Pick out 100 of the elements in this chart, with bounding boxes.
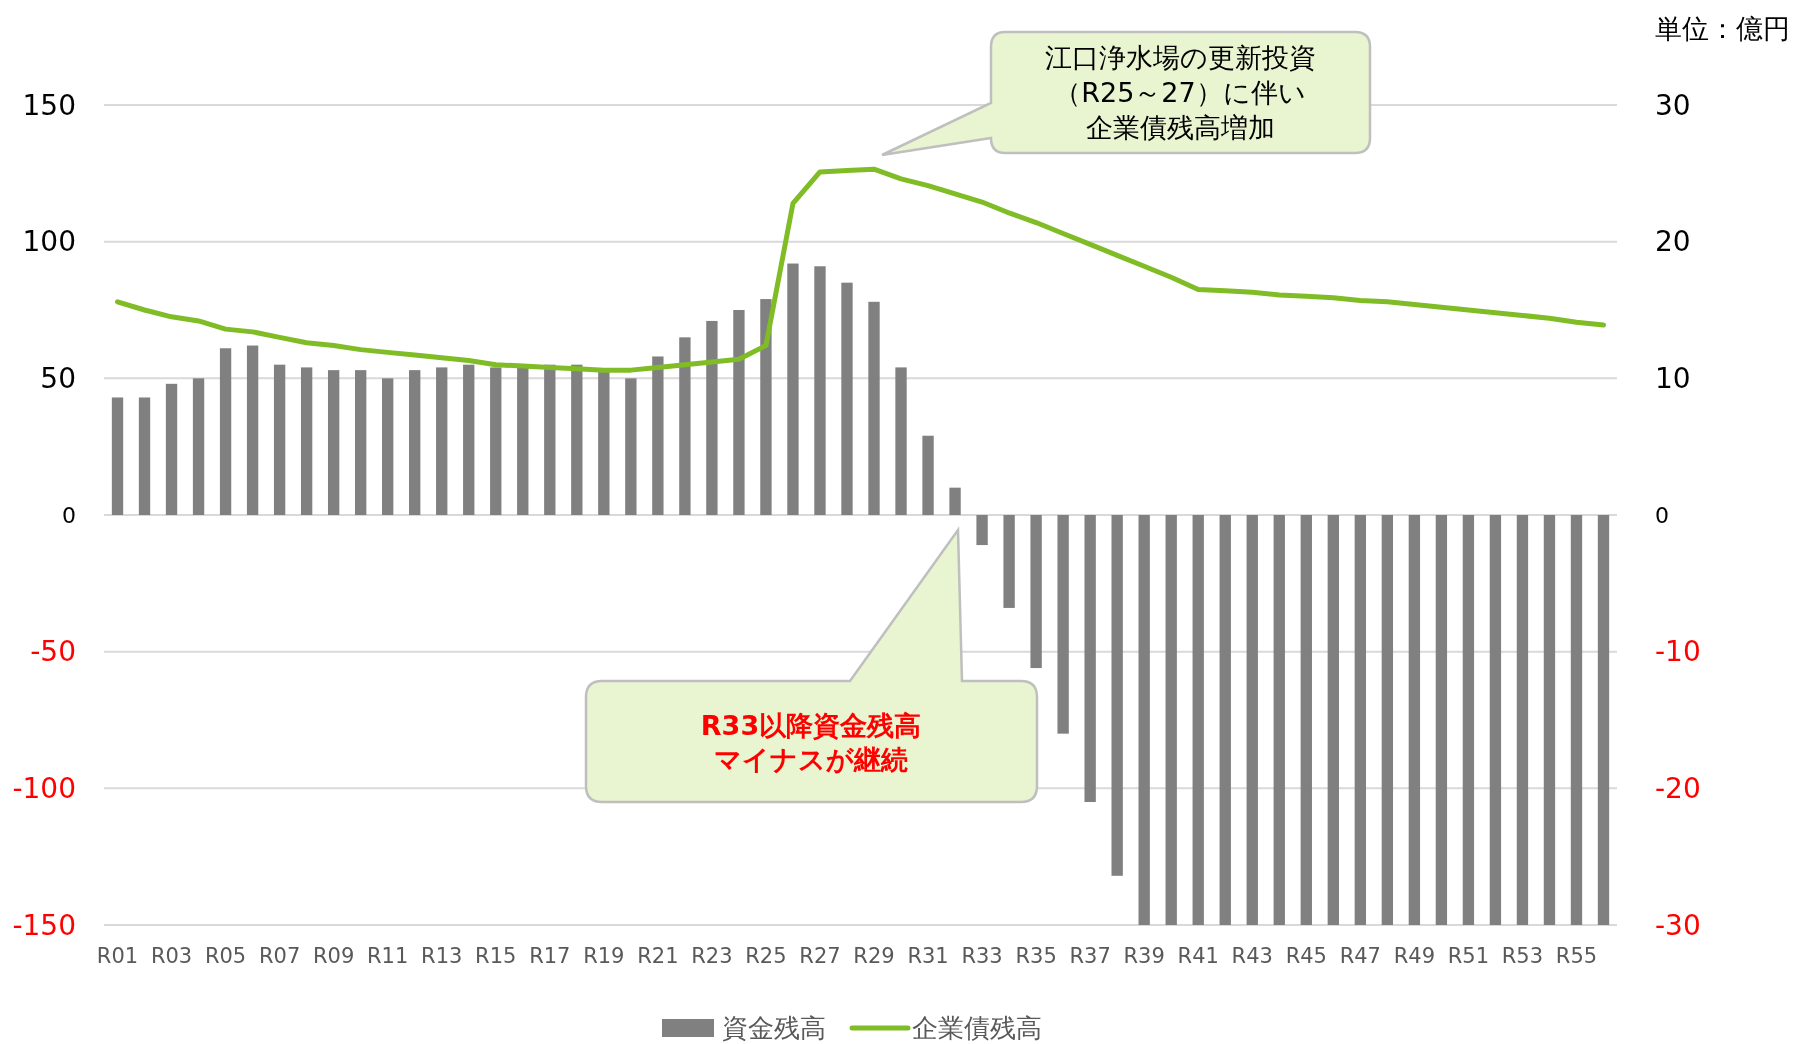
bar	[273, 364, 286, 515]
bar	[1408, 515, 1421, 925]
bar	[571, 364, 583, 515]
bar	[1138, 515, 1150, 925]
bar	[490, 367, 502, 515]
bar	[1489, 515, 1502, 925]
bar	[327, 370, 340, 515]
x-tick-label: R41	[1177, 944, 1219, 968]
bar	[300, 367, 313, 515]
bar	[625, 378, 637, 515]
legend-label: 企業債残高	[912, 1013, 1042, 1043]
x-tick-label: R53	[1501, 944, 1544, 968]
y2-tick-label: -20	[1655, 771, 1701, 805]
x-tick-label: R05	[204, 944, 247, 968]
x-tick-label: R09	[312, 944, 355, 968]
x-tick-label: R39	[1123, 944, 1165, 968]
x-tick-label: R13	[421, 944, 463, 968]
x-tick-label: R23	[691, 944, 733, 968]
x-tick-label: R43	[1231, 944, 1273, 968]
y-tick-label: 0	[62, 502, 76, 528]
y2-tick-label: 30	[1655, 88, 1691, 122]
annotation: 江口浄水場の更新投資（R25～27）に伴い企業債残高増加	[1044, 41, 1316, 143]
y-tick-label: 150	[22, 88, 76, 122]
bar	[1111, 515, 1123, 876]
bar	[1516, 515, 1529, 925]
y2-tick-label: 0	[1655, 502, 1669, 528]
x-tick-label: R49	[1393, 944, 1436, 968]
y-tick-label: -100	[12, 771, 76, 805]
y2-tick-label: -30	[1655, 908, 1701, 942]
bar	[246, 345, 259, 515]
bar	[679, 337, 691, 515]
x-tick-label: R19	[583, 944, 625, 968]
bar	[1246, 515, 1258, 925]
bar	[895, 367, 907, 515]
x-tick-label: R31	[907, 944, 949, 968]
bar	[1597, 515, 1610, 925]
y-tick-label: 100	[22, 225, 76, 259]
bar	[1003, 515, 1015, 608]
x-tick-label: R47	[1339, 944, 1381, 968]
y2-tick-label: 20	[1655, 225, 1691, 259]
annotation: R33以降資金残高マイナスが継続	[700, 709, 922, 775]
x-tick-label: R37	[1069, 944, 1111, 968]
bar	[841, 282, 853, 515]
x-tick-label: R21	[637, 944, 679, 968]
bar	[355, 370, 367, 515]
bar	[1300, 515, 1312, 925]
bar	[1435, 515, 1448, 925]
x-tick-label: R17	[529, 944, 571, 968]
y2-tick-label: 10	[1655, 361, 1691, 395]
bar	[436, 367, 448, 515]
bar	[111, 397, 124, 515]
y-tick-label: 50	[40, 361, 76, 395]
bar	[733, 310, 745, 515]
bar	[1030, 515, 1042, 669]
bar	[976, 515, 988, 546]
y-tick-label: -50	[30, 635, 76, 669]
bar	[652, 356, 664, 515]
bar	[138, 397, 151, 515]
bar	[814, 266, 826, 515]
bar	[382, 378, 394, 515]
bar	[1165, 515, 1177, 925]
x-tick-label: R33	[961, 944, 1003, 968]
y2-tick-label: -10	[1655, 635, 1701, 669]
bar	[1381, 515, 1394, 925]
bar	[868, 301, 880, 515]
x-tick-label: R03	[150, 944, 193, 968]
bar	[1192, 515, 1204, 925]
bar	[598, 370, 610, 515]
bar	[192, 378, 205, 515]
x-tick-label: R29	[853, 944, 895, 968]
x-tick-label: R35	[1015, 944, 1057, 968]
bar	[409, 370, 421, 515]
bar	[922, 435, 934, 515]
x-tick-label: R11	[367, 944, 409, 968]
x-tick-label: R01	[96, 944, 139, 968]
bar	[1354, 515, 1367, 925]
bar	[787, 263, 799, 515]
bar	[706, 320, 718, 515]
x-tick-label: R07	[258, 944, 301, 968]
bar	[1327, 515, 1339, 925]
bar	[1057, 515, 1069, 734]
y-tick-label: -150	[12, 908, 76, 942]
x-tick-label: R51	[1447, 944, 1490, 968]
bar	[165, 383, 178, 515]
x-tick-label: R27	[799, 944, 841, 968]
bar	[463, 364, 475, 515]
bar	[1543, 515, 1556, 925]
bar	[219, 348, 232, 515]
x-tick-label: R55	[1555, 944, 1598, 968]
bar	[1273, 515, 1285, 925]
bar	[1462, 515, 1475, 925]
x-tick-label: R45	[1285, 944, 1327, 968]
bar	[949, 487, 961, 515]
bar	[760, 299, 772, 515]
bar	[1219, 515, 1231, 925]
bar	[1570, 515, 1583, 925]
bar	[1084, 515, 1096, 802]
text: 単位：億円	[1655, 12, 1790, 44]
x-tick-label: R25	[745, 944, 787, 968]
legend-label: 資金残高	[722, 1013, 826, 1043]
